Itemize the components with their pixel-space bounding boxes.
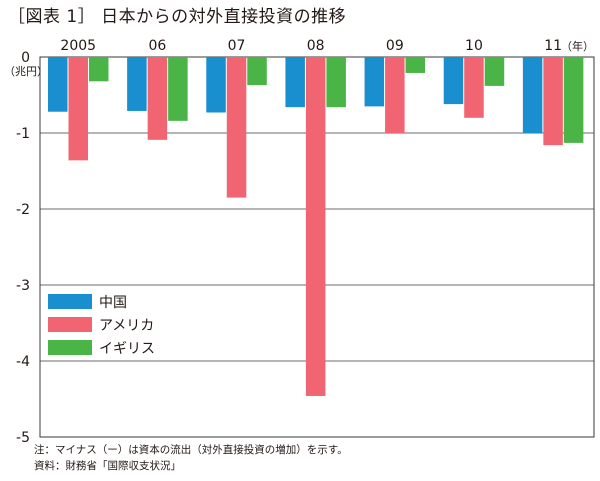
- bar-3-06: [168, 57, 188, 121]
- x-tick-label: 10: [465, 38, 483, 54]
- x-tick-label: 07: [228, 38, 246, 54]
- legend-swatch: [48, 317, 92, 332]
- y-tick-label: 0: [21, 50, 30, 66]
- bar-3-10: [484, 57, 505, 86]
- bar-3-07: [247, 57, 267, 86]
- y-tick-label: -3: [16, 278, 30, 294]
- bar-3-2005: [89, 57, 109, 82]
- x-tick-label: 11: [544, 38, 562, 54]
- x-tick-label: 09: [386, 38, 404, 54]
- bar-1-06: [127, 57, 147, 111]
- y-unit-label: （兆円）: [4, 65, 48, 78]
- bar-2-06: [147, 57, 168, 140]
- bar-2-09: [385, 57, 405, 133]
- chart-notes: 注：マイナス（ー）は資本の流出（対外直接投資の増加）を示す。 資料：財務省「国際…: [34, 442, 348, 474]
- legend-label: アメリカ: [99, 318, 154, 334]
- x-unit-label: （年）: [561, 39, 594, 53]
- y-tick-label: -1: [16, 126, 30, 142]
- bar-2-08: [305, 57, 326, 396]
- x-tick-label: 06: [148, 38, 166, 54]
- bar-3-09: [405, 57, 426, 73]
- note-text: 注：マイナス（ー）は資本の流出（対外直接投資の増加）を示す。: [34, 444, 348, 456]
- x-tick-label: 08: [307, 38, 325, 54]
- legend-swatch: [48, 340, 92, 355]
- bar-2-2005: [68, 57, 88, 161]
- bar-3-11: [563, 57, 584, 143]
- y-tick-label: -2: [16, 202, 30, 218]
- legend-swatch: [48, 294, 92, 309]
- bar-1-2005: [48, 57, 68, 112]
- y-tick-label: -5: [16, 430, 30, 446]
- bar-1-07: [206, 57, 226, 113]
- legend-label: イギリス: [99, 341, 155, 357]
- legend-label: 中国: [99, 295, 127, 311]
- bar-2-07: [226, 57, 247, 198]
- bar-1-09: [364, 57, 385, 107]
- bar-1-08: [285, 57, 305, 108]
- bar-2-11: [543, 57, 563, 146]
- y-tick-label: -4: [16, 354, 30, 370]
- x-tick-label: 2005: [60, 38, 96, 54]
- bar-3-08: [326, 57, 346, 108]
- bar-2-10: [464, 57, 484, 118]
- bar-1-10: [443, 57, 464, 105]
- source-text: 資料：財務省「国際収支状況」: [34, 460, 181, 472]
- chart-title: ［図表 1］ 日本からの対外直接投資の推移: [8, 7, 347, 27]
- bar-1-11: [522, 57, 543, 133]
